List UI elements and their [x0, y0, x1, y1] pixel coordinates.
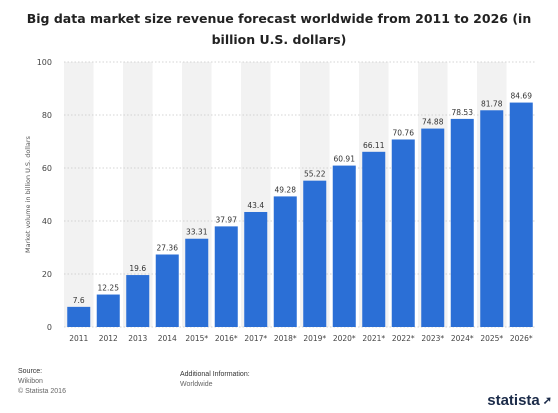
bar: [185, 238, 209, 327]
y-tick-label: 20: [42, 270, 52, 279]
data-label: 7.6: [73, 296, 85, 305]
additional-info-label: Additional Information:: [180, 371, 250, 378]
data-label: 66.11: [363, 141, 385, 150]
data-label: 27.36: [157, 243, 179, 252]
bar: [96, 294, 120, 327]
data-label: 78.53: [452, 108, 474, 117]
x-tick-label: 2026*: [510, 334, 533, 343]
y-tick-label: 0: [47, 323, 52, 332]
data-label: 19.6: [129, 264, 146, 273]
x-tick-label: 2021*: [362, 334, 385, 343]
x-tick-label: 2020*: [333, 334, 356, 343]
source-name: Wikibon: [18, 378, 43, 385]
column-band: [64, 62, 94, 327]
bar: [421, 128, 445, 327]
bar: [391, 139, 415, 327]
y-tick-label: 100: [37, 58, 52, 67]
x-tick-label: 2018*: [274, 334, 297, 343]
statista-logo[interactable]: statista ➚: [487, 392, 552, 409]
source-label: Source:: [18, 368, 43, 375]
y-tick-label: 80: [42, 111, 52, 120]
data-label: 81.78: [481, 99, 503, 108]
bar: [244, 211, 268, 327]
bar: [303, 180, 327, 327]
data-label: 33.31: [186, 228, 208, 237]
y-axis-label: Market volume in billion U.S. dollars: [24, 135, 32, 253]
x-tick-label: 2017*: [244, 334, 267, 343]
x-tick-label: 2024*: [451, 334, 474, 343]
x-tick-label: 2025*: [480, 334, 503, 343]
additional-info-text: Worldwide: [180, 381, 213, 388]
chart-title: Big data market size revenue forecast wo…: [26, 11, 532, 47]
x-tick-label: 2019*: [303, 334, 326, 343]
bar: [450, 118, 474, 327]
brand-name: statista: [487, 392, 540, 409]
arrow-icon: ➚: [542, 395, 552, 407]
x-tick-label: 2015*: [185, 334, 208, 343]
data-label: 55.22: [304, 170, 326, 179]
y-tick-label: 40: [42, 217, 52, 226]
data-label: 74.88: [422, 118, 444, 127]
copyright-text: © Statista 2016: [18, 388, 66, 395]
x-tick-label: 2022*: [392, 334, 415, 343]
x-tick-label: 2012: [99, 334, 118, 343]
data-label: 37.97: [216, 215, 238, 224]
bar: [362, 151, 386, 327]
bar: [273, 196, 297, 327]
data-label: 12.25: [98, 284, 120, 293]
x-tick-label: 2023*: [421, 334, 444, 343]
bar: [126, 275, 150, 327]
bar: [214, 226, 238, 327]
y-tick-label: 60: [42, 164, 52, 173]
bar: [332, 165, 356, 327]
x-tick-label: 2013: [128, 334, 147, 343]
data-label: 84.69: [511, 92, 533, 101]
x-tick-label: 2016*: [215, 334, 238, 343]
bar: [67, 306, 91, 327]
x-tick-label: 2014: [158, 334, 177, 343]
data-label: 60.91: [334, 155, 356, 164]
data-label: 43.4: [247, 201, 264, 210]
data-label: 70.76: [393, 128, 415, 137]
bar: [480, 110, 504, 328]
bar: [509, 102, 533, 327]
data-label: 49.28: [275, 185, 297, 194]
bar: [155, 254, 179, 327]
x-tick-label: 2011: [69, 334, 88, 343]
